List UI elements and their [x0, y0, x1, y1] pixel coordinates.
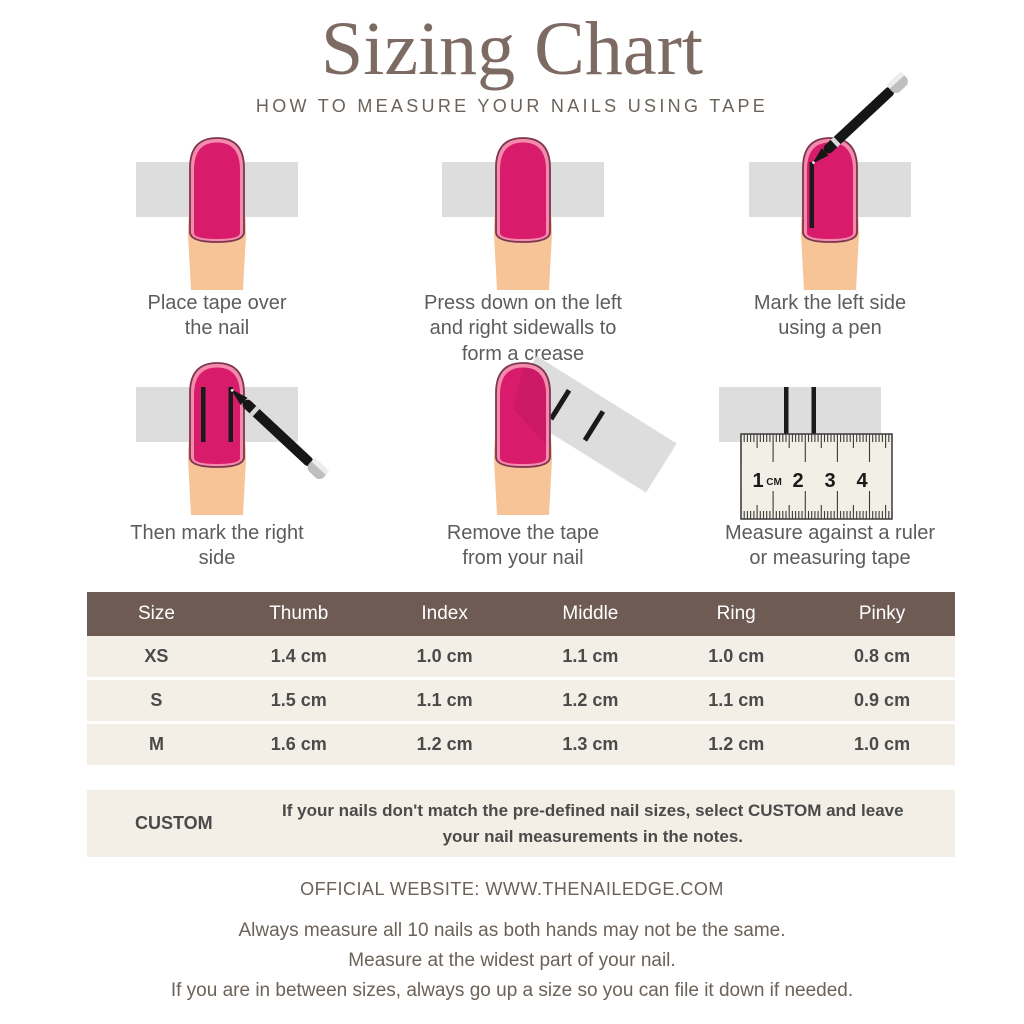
svg-text:CM: CM	[766, 477, 782, 488]
svg-text:3: 3	[824, 470, 835, 492]
svg-text:1: 1	[752, 470, 763, 492]
svg-text:2: 2	[792, 470, 803, 492]
svg-text:4: 4	[856, 470, 868, 492]
